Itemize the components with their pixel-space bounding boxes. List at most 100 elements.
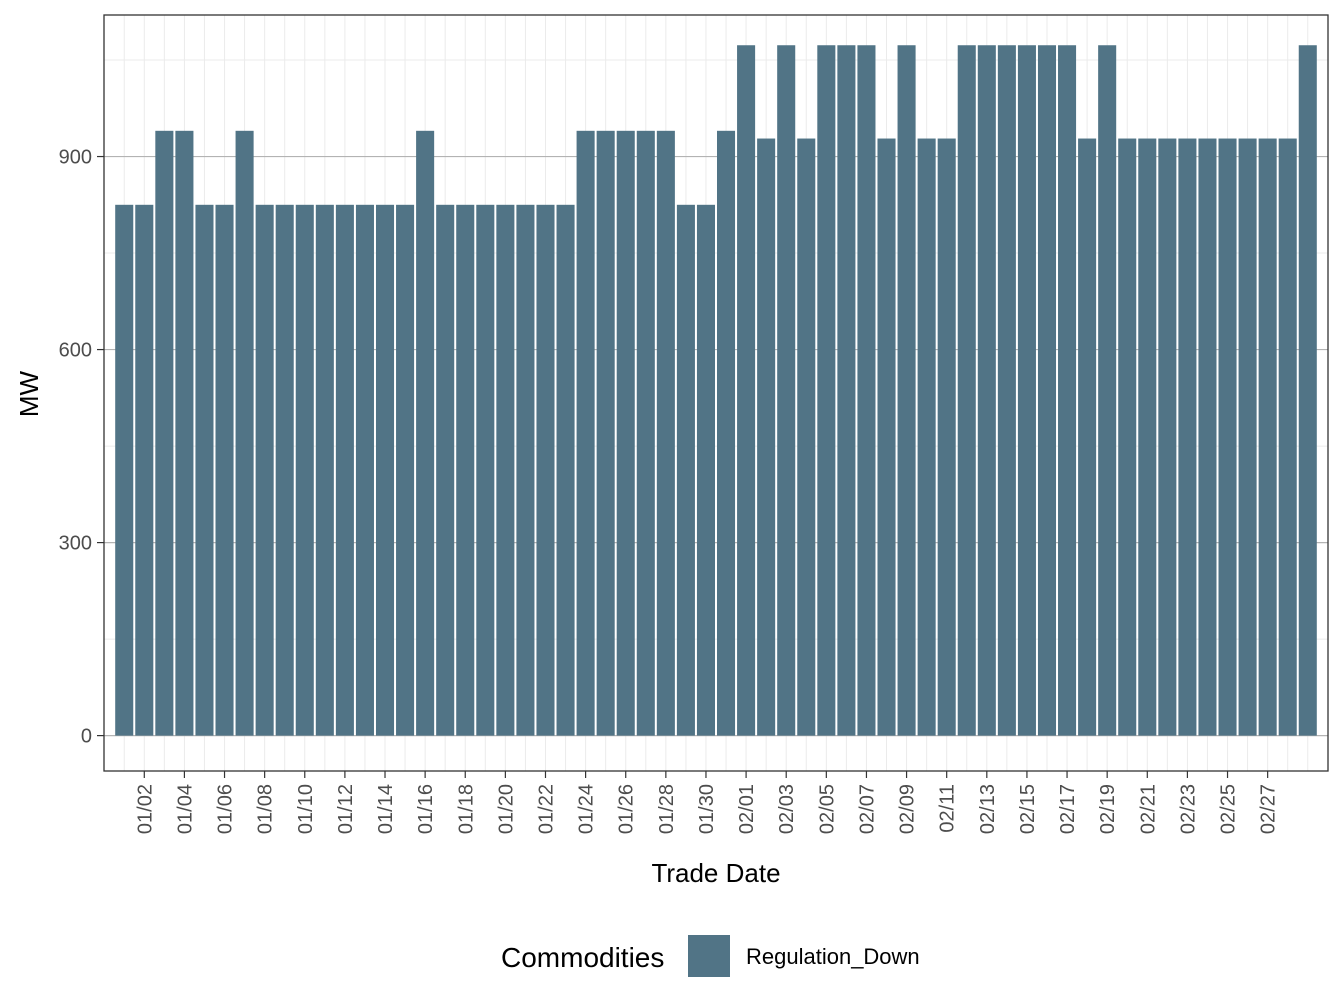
x-tick-label: 01/12	[335, 784, 357, 834]
plot-panel	[103, 14, 1329, 772]
x-tick-label: 02/11	[937, 784, 959, 833]
x-tick-label: 01/26	[616, 784, 638, 834]
x-axis: 01/02 01/04 01/06 01/08 01/10 01/12 01/14 01/16…	[134, 771, 1280, 834]
bar-02-05	[817, 45, 836, 736]
x-tick-label: 01/20	[495, 784, 517, 834]
bar-01-02	[135, 204, 154, 736]
bar-01-08	[255, 204, 274, 736]
x-tick-label: 02/27	[1258, 784, 1280, 834]
bar-01-24	[576, 130, 595, 736]
x-tick-label: 01/04	[174, 784, 196, 834]
bar-01-15	[396, 204, 415, 736]
bar-02-01	[737, 45, 756, 736]
y-tick-label: 300	[59, 533, 92, 555]
bar-02-06	[837, 45, 856, 736]
bar-01-28	[656, 130, 675, 736]
x-tick-label: 02/23	[1177, 784, 1199, 834]
x-tick-label: 02/09	[897, 784, 919, 834]
x-tick-label: 02/07	[856, 784, 878, 834]
x-tick-label: 01/16	[415, 784, 437, 834]
bar-02-21	[1138, 138, 1157, 736]
bar-01-13	[355, 204, 374, 736]
y-tick-label: 900	[59, 147, 92, 169]
bar-02-09	[897, 45, 916, 736]
bar-02-02	[757, 138, 776, 736]
bar-02-15	[1017, 45, 1036, 736]
x-tick-label: 02/17	[1057, 784, 1079, 834]
bar-02-04	[797, 138, 816, 736]
bar-01-05	[195, 204, 214, 736]
bar-01-07	[235, 130, 254, 736]
bar-01-09	[275, 204, 294, 736]
x-tick-label: 01/24	[576, 784, 598, 834]
x-tick-label: 02/01	[736, 784, 758, 834]
legend-label-regulation-down: Regulation_Down	[746, 944, 920, 969]
bar-02-11	[937, 138, 956, 736]
bar-02-16	[1037, 45, 1057, 736]
x-tick-label: 02/21	[1137, 784, 1159, 834]
bar-02-17	[1058, 45, 1077, 736]
x-tick-label: 01/02	[134, 784, 156, 834]
bar-02-25	[1218, 138, 1237, 736]
bar-01-18	[456, 204, 475, 736]
bar-01-10	[295, 204, 314, 736]
bar-02-10	[917, 138, 936, 736]
bar-02-23	[1178, 138, 1197, 736]
x-tick-label: 01/18	[455, 784, 477, 834]
bar-01-23	[556, 204, 575, 736]
y-tick-label: 600	[59, 340, 92, 362]
bar-01-14	[375, 204, 395, 736]
y-tick-label: 0	[81, 726, 92, 748]
x-tick-label: 02/05	[816, 784, 838, 834]
bar-01-04	[175, 130, 194, 736]
bar-02-22	[1158, 138, 1177, 736]
bar-01-22	[536, 204, 555, 736]
bar-01-26	[616, 130, 635, 736]
bar-01-27	[636, 130, 655, 736]
panel-border	[103, 14, 1329, 772]
bar-02-14	[997, 45, 1016, 736]
bar-01-30	[696, 204, 715, 736]
x-tick-label: 01/22	[535, 784, 557, 834]
bar-02-08	[877, 138, 896, 736]
x-tick-label: 02/15	[1017, 784, 1039, 834]
bar-02-12	[957, 45, 976, 736]
bar-02-03	[777, 45, 796, 736]
bar-02-18	[1078, 138, 1097, 736]
bar-02-28	[1278, 138, 1297, 736]
x-tick-label: 02/03	[776, 784, 798, 834]
bar-01-17	[436, 204, 455, 736]
legend: Commodities Regulation_Down	[501, 935, 920, 977]
y-axis-title: MW	[14, 370, 44, 417]
bar-01-25	[596, 130, 615, 736]
x-tick-label: 01/06	[215, 784, 237, 834]
y-axis: 0 300 600 900	[59, 147, 104, 748]
x-tick-label: 02/25	[1218, 784, 1240, 834]
bar-02-19	[1098, 45, 1117, 736]
bar-02-24	[1198, 138, 1217, 736]
bar-01-11	[315, 204, 334, 736]
bar-01-20	[496, 204, 515, 736]
bar-01-31	[717, 130, 736, 736]
bar-01-06	[215, 204, 234, 736]
x-tick-label: 02/19	[1097, 784, 1119, 834]
x-tick-label: 01/08	[255, 784, 277, 834]
legend-key-regulation-down	[688, 935, 730, 977]
bar-02-20	[1118, 138, 1137, 736]
bar-01-19	[476, 204, 495, 736]
bar-01-21	[516, 204, 535, 736]
bar-02-29	[1298, 45, 1317, 736]
bar-01-12	[335, 204, 354, 736]
legend-title: Commodities	[501, 942, 664, 973]
bar-02-26	[1238, 138, 1257, 736]
bar-02-13	[977, 45, 996, 736]
x-tick-label: 01/28	[656, 784, 678, 834]
x-tick-label: 01/14	[375, 784, 397, 834]
x-tick-label: 01/10	[295, 784, 317, 834]
bar-02-07	[857, 45, 876, 736]
x-axis-title: Trade Date	[651, 858, 780, 888]
bar-01-01	[115, 204, 134, 736]
bar-01-16	[416, 130, 435, 736]
x-tick-label: 02/13	[977, 784, 999, 834]
